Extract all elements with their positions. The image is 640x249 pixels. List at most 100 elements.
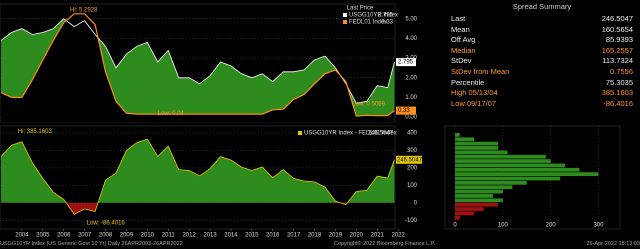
summary-value: 85.9393 <box>605 35 633 45</box>
hist-bar <box>455 163 565 168</box>
spread-summary: Spread Summary Last 246.5047 Mean 160.5654 O… <box>447 0 637 109</box>
hist-bar <box>455 211 475 216</box>
y-tick-label: 400 <box>407 131 418 137</box>
x-tick-label: 2005 <box>36 233 50 239</box>
last-tag-label: 246.5047 <box>397 157 423 163</box>
x-tick-label: 2004 <box>15 233 29 239</box>
x-tick-label: 2021 <box>371 233 385 239</box>
x-tick-label: 2011 <box>162 233 176 239</box>
summary-label: Low 09/17/07 <box>451 98 497 108</box>
annotation: Low: 0.5069 <box>352 102 385 108</box>
x-tick-label: 2009 <box>120 233 134 239</box>
summary-value: 0.7556 <box>610 66 633 76</box>
y-tick-label: 5.00 <box>405 16 417 22</box>
summary-label: Mean <box>451 24 470 34</box>
x-tick-label: 100 <box>498 223 509 229</box>
summary-value: 160.5654 <box>601 24 633 34</box>
footer-left: USGG10YR Index (US Generic Govt 10 Yr) D… <box>0 241 183 247</box>
hist-frame <box>444 125 621 230</box>
y-tick-label: -100 <box>405 218 418 224</box>
y-tick-label: 0.00 <box>405 115 417 121</box>
summary-value: 385.1603 <box>601 88 633 98</box>
summary-row: StDev 113.7324 <box>447 56 637 67</box>
x-tick-label: 2014 <box>224 233 238 239</box>
summary-row: Off Avg 85.9393 <box>447 35 637 46</box>
summary-row: Percentile 75.3035 <box>447 78 637 89</box>
hist-bar <box>455 154 546 159</box>
y-tick-label: 1.00 <box>405 95 417 101</box>
last-tag <box>396 58 416 67</box>
x-tick-label: 0 <box>453 223 457 229</box>
summary-label: StDev from Mean <box>451 66 510 76</box>
last-tag-label: 2.795 <box>398 60 414 66</box>
x-tick-label: 2012 <box>182 233 196 239</box>
summary-label: High 05/13/04 <box>451 88 498 98</box>
hist-bar <box>455 141 499 146</box>
legend-last: 2.795 <box>378 13 394 19</box>
summary-label: Last <box>451 14 466 23</box>
hist-bar <box>455 215 460 220</box>
summary-value: 165.2557 <box>601 45 633 55</box>
summary-title: Spread Summary <box>512 2 572 11</box>
x-tick-label: 2006 <box>57 233 71 239</box>
area-negative <box>1 202 395 215</box>
x-tick-label: 2013 <box>203 233 217 239</box>
summary-label: Median <box>451 45 476 55</box>
footer-center: Copyright© 2022 Bloomberg Finance L.P. <box>334 241 436 247</box>
x-tick-label: 2016 <box>266 233 280 239</box>
legend-swatch <box>343 13 347 17</box>
last-tag <box>396 155 422 164</box>
x-tick-label: 2018 <box>308 233 322 239</box>
fed-mask <box>1 13 395 122</box>
x-tick-label: 2020 <box>350 233 364 239</box>
hist-bar <box>455 176 561 181</box>
x-tick-label: 200 <box>546 223 557 229</box>
summary-row: High 05/13/04 385.1603 <box>447 88 637 99</box>
summary-row: Low 09/17/07 -86.4016 <box>447 99 637 110</box>
summary-label: Off Avg <box>451 35 476 45</box>
hist-bar <box>455 185 513 190</box>
series-line <box>0 138 395 215</box>
x-tick-label: 2007 <box>78 233 92 239</box>
annotation: Hi: 5.2928 <box>70 8 98 14</box>
summary-value: 246.5047 <box>601 14 633 23</box>
legend-swatch <box>343 20 347 24</box>
hist-bar <box>455 167 580 172</box>
legend-title: Last Price <box>347 6 374 12</box>
hist-bar <box>455 194 494 198</box>
summary-row: Median 165.2557 <box>447 46 637 57</box>
last-tag <box>396 106 416 115</box>
annotation: Low: 0.04 <box>158 111 185 117</box>
x-tick-label: 300 <box>593 223 604 229</box>
y-tick-label: 200 <box>407 165 418 171</box>
y-tick-label: 300 <box>407 148 418 154</box>
footer: USGG10YR Index (US Generic Govt 10 Yr) D… <box>0 240 640 249</box>
summary-value: 113.7324 <box>602 56 633 66</box>
legend-entry: USGG10YR Index - FEDL01 Index <box>304 131 397 137</box>
footer-right: 26-Apr-2022 18:13:03 <box>586 241 640 247</box>
y-tick-label: 2.00 <box>405 75 417 81</box>
hist-bar <box>455 198 503 203</box>
summary-rows: Last 246.5047 Mean 160.5654 Off Avg 85.9393 Me… <box>447 14 637 109</box>
hist-bar <box>455 132 460 137</box>
hist-bar <box>455 189 503 194</box>
summary-value: -86.4016 <box>603 98 633 108</box>
x-tick-label: 2008 <box>99 233 113 239</box>
plot-frame <box>0 125 396 230</box>
hist-bar <box>455 172 599 177</box>
y-tick-label: 100 <box>407 183 418 189</box>
legend-entry: USGG10YR Index <box>349 13 398 19</box>
hist-bar <box>455 180 527 185</box>
legend-entry: FEDL01 Index <box>349 20 387 26</box>
summary-row: Mean 160.5654 <box>447 25 637 36</box>
summary-label: StDev <box>451 56 472 66</box>
summary-value: 75.3035 <box>605 77 633 87</box>
series-line <box>0 18 395 104</box>
area-positive <box>1 139 395 203</box>
hist-bar <box>455 146 499 150</box>
summary-row: StDev from Mean 0.7556 <box>447 67 637 78</box>
hist-bar <box>455 137 475 142</box>
y-tick-label: 4.00 <box>405 36 417 42</box>
x-tick-label: 2010 <box>141 233 155 239</box>
